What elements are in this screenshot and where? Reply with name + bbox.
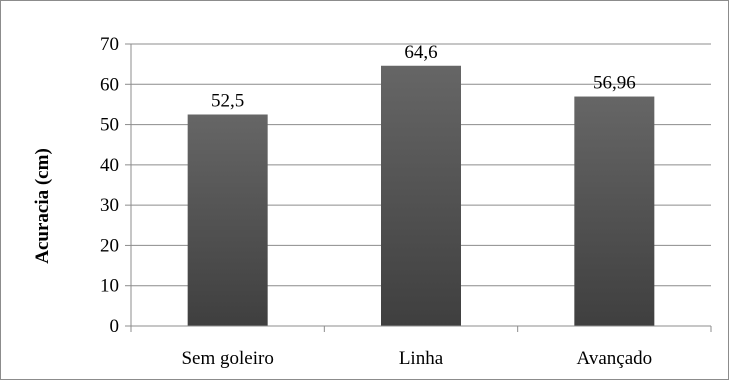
y-tick-label: 60 bbox=[100, 74, 119, 95]
x-axis-categories: Sem goleiro Linha Avançado bbox=[181, 348, 652, 369]
y-tick-label: 20 bbox=[100, 235, 119, 256]
y-tick-label: 70 bbox=[100, 34, 119, 55]
data-labels: 52,5 64,6 56,96 bbox=[211, 42, 636, 112]
data-label: 52,5 bbox=[211, 91, 244, 112]
x-category-label: Sem goleiro bbox=[181, 348, 273, 369]
bars bbox=[131, 65, 711, 327]
y-axis-ticks: 0 10 20 30 40 50 60 70 bbox=[100, 34, 119, 337]
y-tick-label: 0 bbox=[110, 316, 120, 337]
x-category-label: Linha bbox=[399, 348, 444, 369]
data-label: 56,96 bbox=[593, 73, 636, 94]
bar bbox=[381, 65, 461, 327]
bar bbox=[574, 96, 655, 327]
y-tick-label: 50 bbox=[100, 115, 119, 136]
y-tick-label: 40 bbox=[100, 155, 119, 176]
data-label: 64,6 bbox=[404, 42, 437, 63]
bar bbox=[187, 114, 268, 326]
y-tick-label: 30 bbox=[100, 195, 119, 216]
x-category-label: Avançado bbox=[577, 348, 653, 369]
y-tick-label: 10 bbox=[100, 276, 119, 297]
y-axis-title: Acuracia (cm) bbox=[32, 148, 53, 264]
